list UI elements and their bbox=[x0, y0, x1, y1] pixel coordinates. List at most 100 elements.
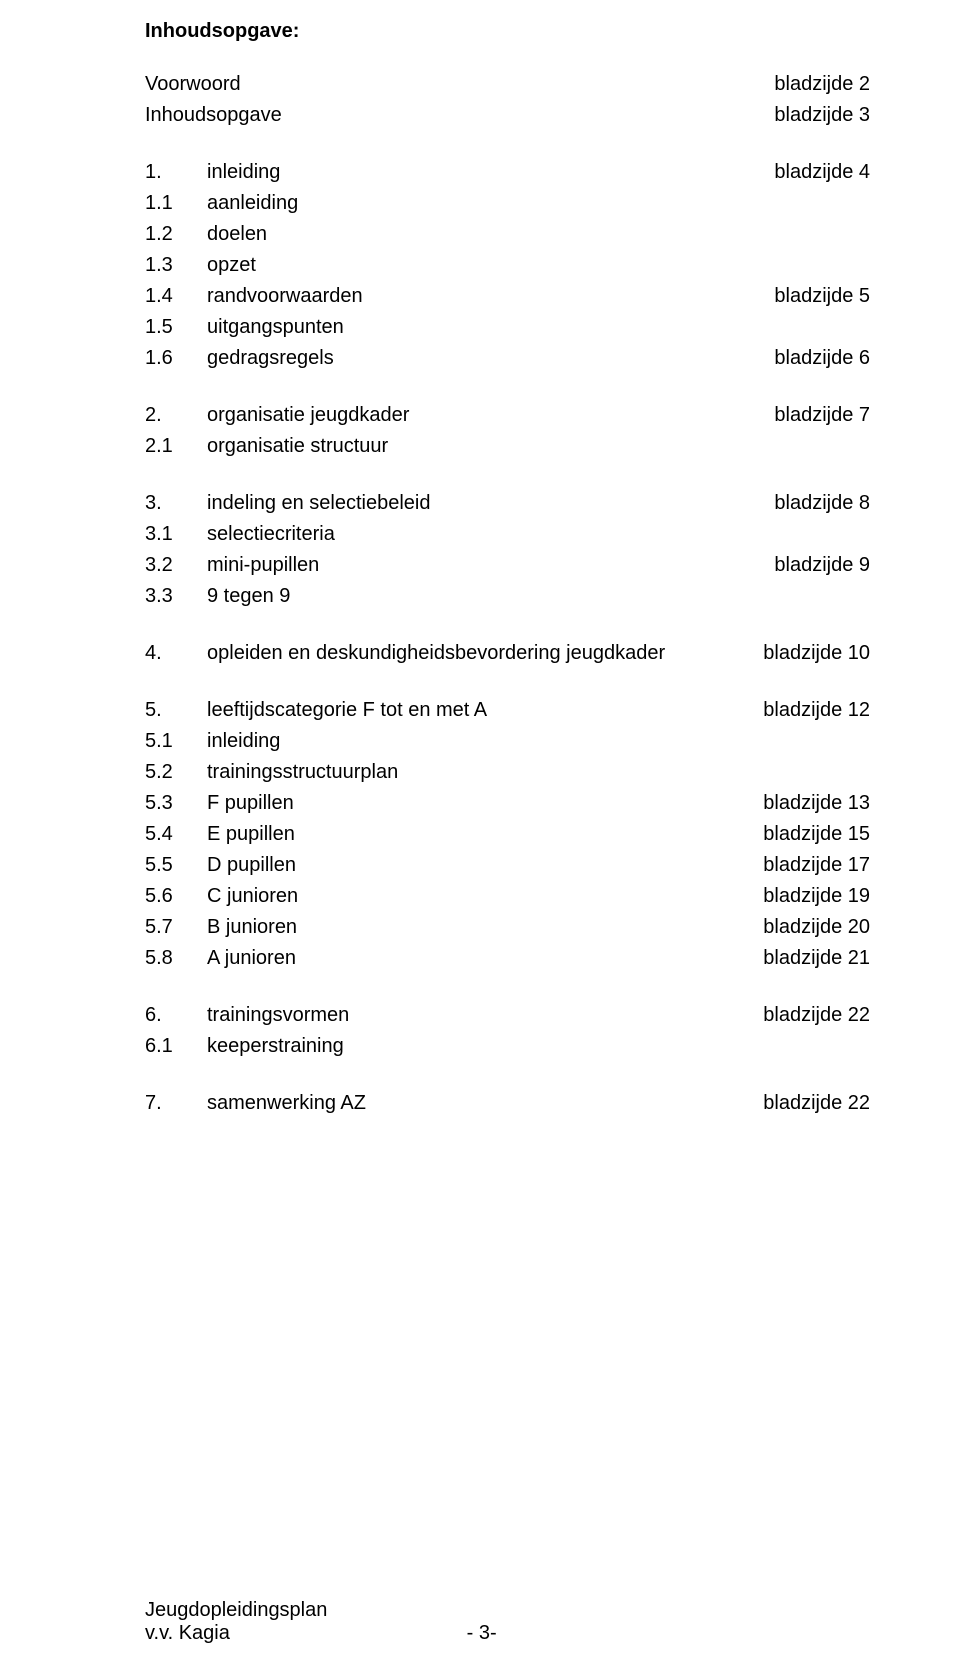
toc-row-left: 3.39 tegen 9 bbox=[145, 581, 290, 612]
toc-row: 3.39 tegen 9 bbox=[145, 581, 870, 612]
toc-row-left: 2.organisatie jeugdkader bbox=[145, 400, 409, 431]
toc-section: 2.organisatie jeugdkader bladzijde 7 2.1or… bbox=[145, 400, 870, 462]
toc-row: 1.5uitgangspunten bbox=[145, 312, 870, 343]
toc-row-left: 4.opleiden en deskundigheidsbevordering … bbox=[145, 638, 665, 669]
toc-row: 5.8A junioren bladzijde 21 bbox=[145, 943, 870, 974]
toc-entry-number: 5.4 bbox=[145, 819, 207, 850]
toc-row: 3.indeling en selectiebeleidbladzijde 8 bbox=[145, 488, 870, 519]
toc-row: 5.leeftijdscategorie F tot en met Abladz… bbox=[145, 695, 870, 726]
toc-entry-label: trainingsvormen bbox=[207, 1000, 349, 1031]
toc-entry-label: mini-pupillen bbox=[207, 550, 319, 581]
toc-section: 5.leeftijdscategorie F tot en met A bladz… bbox=[145, 695, 870, 974]
toc-row-left: 5.2trainingsstructuurplan bbox=[145, 757, 398, 788]
toc-row: 5.3F pupillen bladzijde 13 bbox=[145, 788, 870, 819]
toc-entry-page: bladzijde 13 bbox=[763, 788, 870, 819]
toc-row: 7.samenwerking AZ bladzijde 22 bbox=[145, 1088, 870, 1119]
toc-row-left: 5.4E pupillen bbox=[145, 819, 295, 850]
toc-section: 4.opleiden en deskundigheidsbevordering … bbox=[145, 638, 870, 669]
toc-entry-label: opleiden en deskundigheidsbevordering je… bbox=[207, 638, 665, 669]
toc-entry-page: bladzijde 21 bbox=[763, 943, 870, 974]
toc-row-left: 5.8A junioren bbox=[145, 943, 296, 974]
toc-entry-page: bladzijde 22 bbox=[763, 1088, 870, 1119]
toc-row: 2.organisatie jeugdkader bladzijde 7 bbox=[145, 400, 870, 431]
document-page: Inhoudsopgave: Voorwoordbladzijde 2Inhou… bbox=[0, 0, 960, 1675]
toc-entry-label: A junioren bbox=[207, 943, 296, 974]
toc-entry-label: E pupillen bbox=[207, 819, 295, 850]
toc-entry-number: 5.8 bbox=[145, 943, 207, 974]
toc-entry-page: bladzijde 19 bbox=[763, 881, 870, 912]
toc-row: 4.opleiden en deskundigheidsbevordering … bbox=[145, 638, 870, 669]
toc-entry-number: 3. bbox=[145, 488, 207, 519]
toc-row: 1.6gedragsregelsbladzijde 6 bbox=[145, 343, 870, 374]
toc-entry-label: organisatie jeugdkader bbox=[207, 400, 409, 431]
toc-row-left: Voorwoord bbox=[145, 69, 241, 100]
toc-entry-label: 9 tegen 9 bbox=[207, 581, 290, 612]
toc-entry-label: B junioren bbox=[207, 912, 297, 943]
toc-row-left: 5.5D pupillen bbox=[145, 850, 296, 881]
toc-entry-page: bladzijde 9 bbox=[774, 550, 870, 581]
toc-entry-label: D pupillen bbox=[207, 850, 296, 881]
toc-row: 5.7B juniorenbladzijde 20 bbox=[145, 912, 870, 943]
toc-entry-number: 5.5 bbox=[145, 850, 207, 881]
toc-entry-number: 2.1 bbox=[145, 431, 207, 462]
toc-row-left: 1.inleiding bbox=[145, 157, 280, 188]
toc-entry-number: 3.2 bbox=[145, 550, 207, 581]
toc-row-left: 1.4randvoorwaarden bbox=[145, 281, 363, 312]
toc-entry-label: C junioren bbox=[207, 881, 298, 912]
footer-page-number: - 3- bbox=[347, 1622, 669, 1645]
toc-entry-number: 1.4 bbox=[145, 281, 207, 312]
toc-row: 6.1keeperstraining bbox=[145, 1031, 870, 1062]
toc-entry-label: aanleiding bbox=[207, 188, 298, 219]
toc-row: 1.3opzet bbox=[145, 250, 870, 281]
toc-entry-label: organisatie structuur bbox=[207, 431, 388, 462]
footer-left: Jeugdopleidingsplan v.v. Kagia bbox=[145, 1599, 347, 1645]
toc-section: 3.indeling en selectiebeleidbladzijde 83… bbox=[145, 488, 870, 612]
toc-row: 3.1selectiecriteria bbox=[145, 519, 870, 550]
toc-entry-number: 1.3 bbox=[145, 250, 207, 281]
toc-row: Voorwoordbladzijde 2 bbox=[145, 69, 870, 100]
toc-entry-number: 5. bbox=[145, 695, 207, 726]
toc-row-left: Inhoudsopgave bbox=[145, 100, 282, 131]
toc-row-left: 3.2mini-pupillen bbox=[145, 550, 319, 581]
toc-row: 1.1aanleiding bbox=[145, 188, 870, 219]
toc-row-left: 6.1keeperstraining bbox=[145, 1031, 344, 1062]
table-of-contents: Voorwoordbladzijde 2Inhoudsopgave bladzij… bbox=[145, 69, 870, 1145]
toc-row-left: 3.indeling en selectiebeleid bbox=[145, 488, 431, 519]
toc-entry-label: keeperstraining bbox=[207, 1031, 344, 1062]
toc-row-left: 5.1inleiding bbox=[145, 726, 280, 757]
toc-entry-page: bladzijde 7 bbox=[774, 400, 870, 431]
toc-entry-label: inleiding bbox=[207, 726, 280, 757]
toc-section: 1.inleidingbladzijde 41.1aanleiding1.2do… bbox=[145, 157, 870, 374]
toc-entry-label: inleiding bbox=[207, 157, 280, 188]
toc-entry-number: 5.3 bbox=[145, 788, 207, 819]
toc-row-left: 1.2doelen bbox=[145, 219, 267, 250]
toc-entry-number: 5.6 bbox=[145, 881, 207, 912]
toc-row: 6.trainingsvormenbladzijde 22 bbox=[145, 1000, 870, 1031]
toc-entry-page: bladzijde 20 bbox=[763, 912, 870, 943]
toc-section: Voorwoordbladzijde 2Inhoudsopgavebladzij… bbox=[145, 69, 870, 131]
toc-row-left: 1.5uitgangspunten bbox=[145, 312, 344, 343]
toc-entry-label: Inhoudsopgave bbox=[145, 100, 282, 131]
toc-entry-label: selectiecriteria bbox=[207, 519, 335, 550]
toc-entry-number: 5.1 bbox=[145, 726, 207, 757]
toc-entry-number: 1.6 bbox=[145, 343, 207, 374]
toc-entry-label: uitgangspunten bbox=[207, 312, 344, 343]
toc-entry-number: 1.5 bbox=[145, 312, 207, 343]
toc-row: 1.2doelen bbox=[145, 219, 870, 250]
toc-entry-page: bladzijde 15 bbox=[763, 819, 870, 850]
toc-entry-number: 6.1 bbox=[145, 1031, 207, 1062]
toc-entry-label: randvoorwaarden bbox=[207, 281, 363, 312]
toc-row-left: 5.3F pupillen bbox=[145, 788, 294, 819]
toc-entry-label: samenwerking AZ bbox=[207, 1088, 366, 1119]
toc-entry-number: 6. bbox=[145, 1000, 207, 1031]
toc-entry-label: gedragsregels bbox=[207, 343, 334, 374]
toc-row-left: 3.1selectiecriteria bbox=[145, 519, 335, 550]
toc-entry-number: 5.2 bbox=[145, 757, 207, 788]
toc-row-left: 2.1organisatie structuur bbox=[145, 431, 388, 462]
toc-row-left: 6.trainingsvormen bbox=[145, 1000, 349, 1031]
toc-row-left: 7.samenwerking AZ bbox=[145, 1088, 366, 1119]
toc-entry-page: bladzijde 10 bbox=[763, 638, 870, 669]
toc-entry-label: leeftijdscategorie F tot en met A bbox=[207, 695, 487, 726]
toc-entry-number: 3.3 bbox=[145, 581, 207, 612]
toc-entry-page: bladzijde 5 bbox=[774, 281, 870, 312]
